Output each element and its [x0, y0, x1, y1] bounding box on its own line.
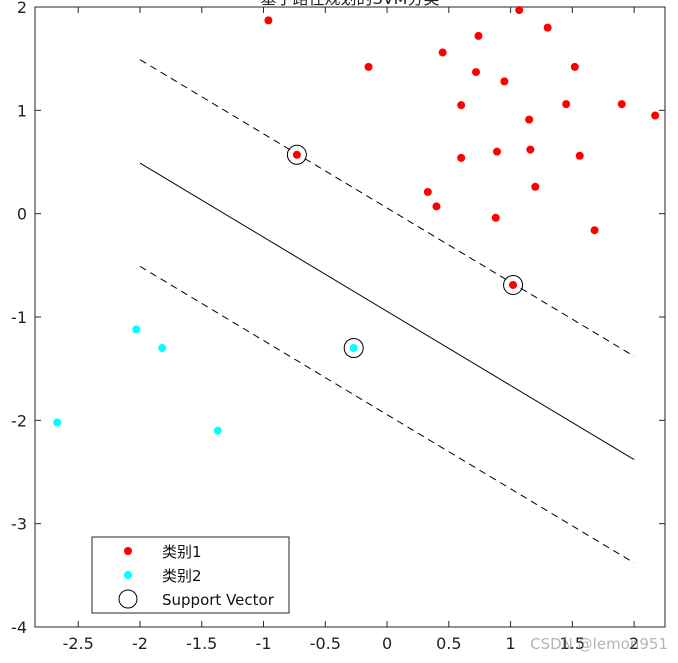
data-point — [491, 213, 500, 222]
data-point — [493, 147, 501, 156]
x-tick-label: -1.5 — [186, 634, 217, 653]
data-point — [158, 344, 167, 352]
legend-marker — [124, 571, 132, 579]
x-tick-label: 0.5 — [436, 634, 461, 653]
chart-title: 基于路径规划的SVM分类 — [261, 0, 440, 8]
data-point — [292, 150, 301, 159]
y-tick-label: -4 — [11, 618, 27, 637]
data-point — [438, 48, 447, 57]
data-point — [457, 101, 466, 110]
data-point — [53, 418, 62, 427]
legend-label: Support Vector — [162, 591, 275, 609]
y-tick-label: 1 — [17, 101, 27, 120]
data-point — [617, 100, 626, 109]
data-point — [132, 325, 141, 334]
data-point — [562, 100, 571, 109]
margin-upper-line — [139, 59, 635, 357]
y-tick-label: -3 — [11, 515, 27, 534]
x-tick-label: -1 — [256, 634, 272, 653]
data-point — [432, 202, 441, 211]
hyperplane-lines — [139, 59, 635, 564]
x-tick-label: 0 — [382, 634, 392, 653]
legend-marker — [124, 547, 132, 555]
data-point — [575, 151, 584, 160]
data-point — [531, 182, 540, 191]
watermark: CSDN @lemon951 — [530, 635, 668, 653]
legend-label: 类别2 — [162, 567, 202, 585]
x-tick-label: -2 — [132, 634, 148, 653]
y-tick-label: 2 — [17, 0, 27, 17]
data-point — [526, 145, 535, 154]
support-vector-marker — [286, 144, 307, 165]
margin-lower-line — [139, 265, 635, 564]
plot-frame — [34, 6, 666, 628]
data-point — [457, 153, 466, 162]
x-tick-label: 2 — [629, 634, 639, 653]
y-axis: -4 -3 -2 -1 0 1 2 — [11, 0, 665, 637]
support-vector-marker — [503, 274, 524, 295]
plot-area — [34, 6, 666, 628]
data-point — [474, 31, 483, 40]
y-tick-label: 0 — [17, 205, 27, 224]
data-point — [651, 111, 660, 120]
x-axis: -2.5 -2 -1.5 -1 -0.5 0 0.5 1 1.5 2 — [63, 7, 639, 653]
data-point — [509, 280, 518, 289]
data-point — [543, 23, 552, 32]
y-tick-label: -2 — [11, 411, 27, 430]
legend-label: 类别1 — [162, 543, 202, 561]
support-vector-marker — [343, 338, 364, 358]
data-points — [53, 6, 660, 435]
x-tick-label: 1.5 — [560, 634, 585, 653]
x-tick-label: -0.5 — [310, 634, 341, 653]
data-point — [423, 187, 432, 196]
legend: 类别1 类别2 Support Vector — [91, 536, 290, 614]
data-point — [349, 344, 358, 352]
decision-boundary-line — [139, 162, 635, 461]
data-point — [213, 426, 222, 435]
y-tick-label: -1 — [11, 308, 27, 327]
legend-marker — [118, 589, 138, 609]
x-tick-label: 1 — [505, 634, 515, 653]
data-point — [472, 68, 480, 77]
data-point — [525, 115, 534, 124]
data-point — [364, 62, 373, 71]
data-point — [570, 62, 579, 71]
data-point — [264, 16, 273, 25]
data-point — [590, 226, 599, 235]
data-point — [515, 6, 524, 15]
x-tick-label: -2.5 — [63, 634, 94, 653]
data-point — [500, 77, 509, 86]
